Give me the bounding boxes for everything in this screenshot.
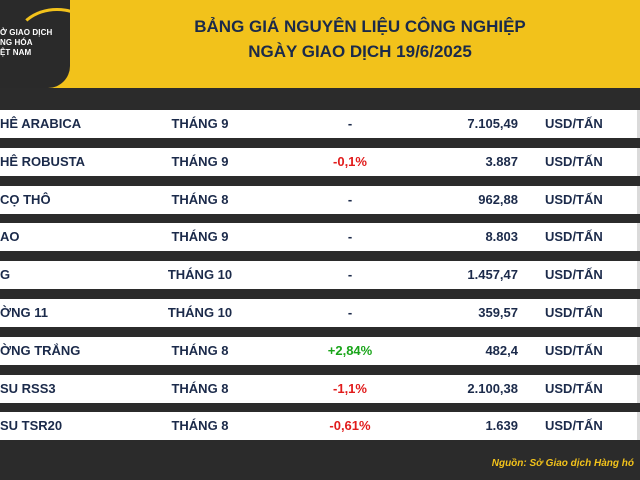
price-change: - xyxy=(347,229,353,245)
price-change: -0,1% xyxy=(333,153,367,169)
row-edge xyxy=(637,185,640,214)
price-unit: USD/TẤN xyxy=(545,153,603,169)
row-edge xyxy=(637,336,640,365)
price-value: 482,4 xyxy=(485,342,518,358)
row-edge xyxy=(637,110,640,138)
row-edge xyxy=(637,261,640,290)
contract-month: THÁNG 10 xyxy=(167,267,233,283)
price-change: +2,84% xyxy=(327,342,373,358)
contract-month: THÁNG 8 xyxy=(171,191,229,207)
row-edge xyxy=(637,223,640,252)
price-value: 8.803 xyxy=(485,229,518,245)
table-row: G THÁNG 10 - 1.457,47 USD/TẤN xyxy=(0,261,640,290)
table-row: SU TSR20 THÁNG 8 -0,61% 1.639 USD/TẤN xyxy=(0,412,640,441)
price-unit: USD/TẤN xyxy=(545,229,603,245)
price-unit: USD/TẤN xyxy=(545,418,603,434)
commodity-name: CỌ THÔ xyxy=(0,191,51,207)
row-edge xyxy=(637,298,640,327)
contract-month: THÁNG 8 xyxy=(171,380,229,396)
contract-month: THÁNG 8 xyxy=(171,418,229,434)
row-edge xyxy=(637,374,640,403)
price-value: 962,88 xyxy=(478,191,518,207)
exchange-logo: Ở GIAO DỊCH NG HÓA ỆT NAM xyxy=(0,0,70,88)
price-unit: USD/TẤN xyxy=(545,116,603,131)
row-edge xyxy=(637,147,640,176)
title-line-2: NGÀY GIAO DỊCH 19/6/2025 xyxy=(248,42,472,61)
contract-month: THÁNG 8 xyxy=(171,342,229,358)
table-row: HÊ ARABICA THÁNG 9 - 7.105,49 USD/TẤN xyxy=(0,110,640,138)
price-unit: USD/TẤN xyxy=(545,267,603,283)
commodity-name: AO xyxy=(0,229,20,245)
contract-month: THÁNG 9 xyxy=(171,153,229,169)
table-row: CỌ THÔ THÁNG 8 - 962,88 USD/TẤN xyxy=(0,185,640,214)
table-row: ỜNG 11 THÁNG 10 - 359,57 USD/TẤN xyxy=(0,298,640,327)
price-value: 2.100,38 xyxy=(467,380,518,396)
price-change: - xyxy=(347,267,353,283)
commodity-name: HÊ ROBUSTA xyxy=(0,153,85,169)
logo-text: Ở GIAO DỊCH NG HÓA ỆT NAM xyxy=(0,28,53,57)
contract-month: THÁNG 9 xyxy=(171,116,229,131)
row-edge xyxy=(637,412,640,441)
page-title: BẢNG GIÁ NGUYÊN LIỆU CÔNG NGHIỆP NGÀY GI… xyxy=(110,14,610,64)
price-value: 1.457,47 xyxy=(467,267,518,283)
table-row: AO THÁNG 9 - 8.803 USD/TẤN xyxy=(0,223,640,252)
price-unit: USD/TẤN xyxy=(545,191,603,207)
price-change: - xyxy=(347,191,353,207)
source-note: Nguồn: Sở Giao dịch Hàng hó xyxy=(491,458,634,469)
price-change: - xyxy=(347,116,353,131)
commodity-name: G xyxy=(0,267,11,283)
price-change: - xyxy=(347,304,353,320)
price-change: -1,1% xyxy=(333,380,367,396)
contract-month: THÁNG 10 xyxy=(167,304,233,320)
title-line-1: BẢNG GIÁ NGUYÊN LIỆU CÔNG NGHIỆP xyxy=(194,17,526,36)
commodity-name: SU TSR20 xyxy=(0,418,63,434)
price-change: -0,61% xyxy=(329,418,371,434)
price-unit: USD/TẤN xyxy=(545,304,603,320)
table-row: HÊ ROBUSTA THÁNG 9 -0,1% 3.887 USD/TẤN xyxy=(0,147,640,176)
price-unit: USD/TẤN xyxy=(545,342,603,358)
header-banner: Ở GIAO DỊCH NG HÓA ỆT NAM BẢNG GIÁ NGUYÊ… xyxy=(0,0,640,88)
price-value: 7.105,49 xyxy=(467,116,518,131)
price-value: 359,57 xyxy=(478,304,518,320)
commodity-name: ỜNG TRẮNG xyxy=(0,342,81,358)
logo-swoosh-icon xyxy=(14,8,70,78)
commodity-name: SU RSS3 xyxy=(0,380,56,396)
price-value: 1.639 xyxy=(485,418,518,434)
price-unit: USD/TẤN xyxy=(545,380,603,396)
table-row: SU RSS3 THÁNG 8 -1,1% 2.100,38 USD/TẤN xyxy=(0,374,640,403)
commodity-name: HÊ ARABICA xyxy=(0,116,82,131)
table-row: ỜNG TRẮNG THÁNG 8 +2,84% 482,4 USD/TẤN xyxy=(0,336,640,365)
price-table: HÊ ARABICA THÁNG 9 - 7.105,49 USD/TẤN HÊ… xyxy=(0,110,640,450)
contract-month: THÁNG 9 xyxy=(171,229,229,245)
commodity-name: ỜNG 11 xyxy=(0,304,48,320)
price-value: 3.887 xyxy=(485,153,518,169)
